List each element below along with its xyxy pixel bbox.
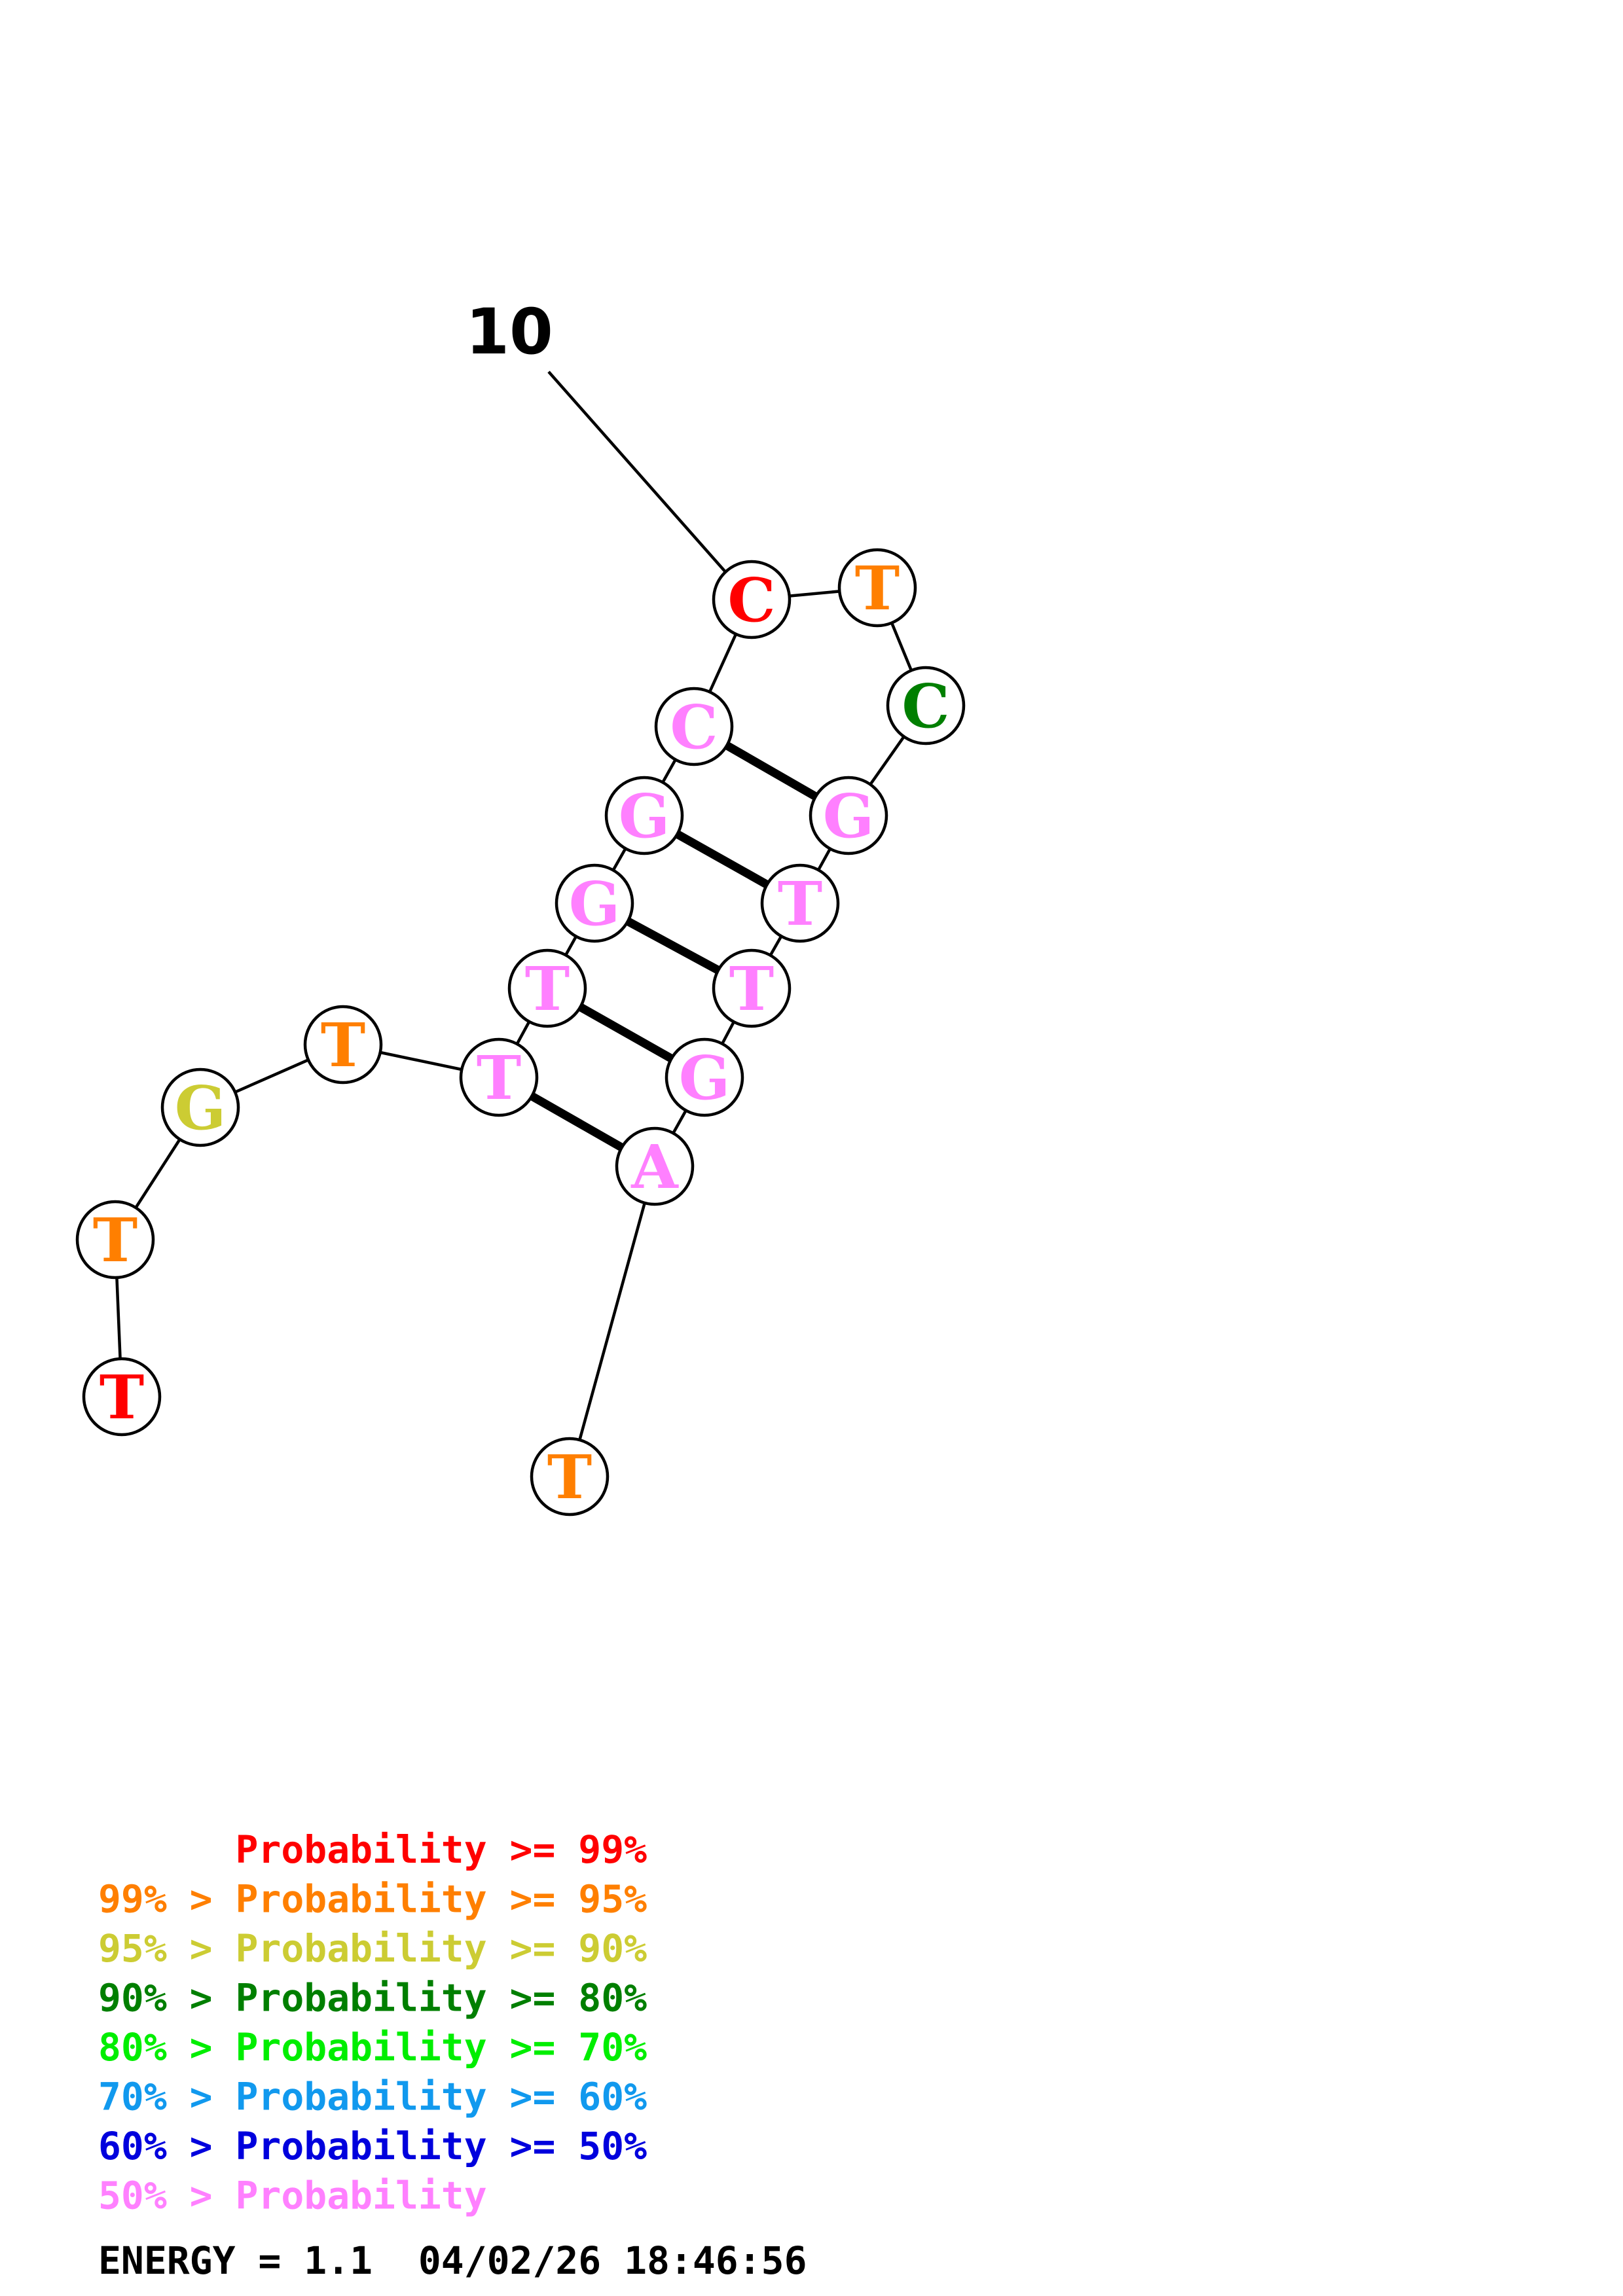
nucleotide-circle xyxy=(712,948,792,1028)
nucleotide-letter: G xyxy=(175,1073,227,1143)
base-pair-bond xyxy=(625,917,721,975)
nucleotide-circle xyxy=(615,1126,695,1206)
base-pair-bond xyxy=(530,1092,624,1151)
nucleotide-circle xyxy=(665,1037,744,1117)
nucleotide-node: G xyxy=(809,776,888,855)
backbone-links xyxy=(113,586,928,1477)
backbone-link xyxy=(568,1166,657,1477)
nucleotide-letter: C xyxy=(670,692,718,762)
nucleotide-letter: T xyxy=(100,1362,144,1433)
nucleotide-node: T xyxy=(530,1437,610,1516)
nucleotide-node: G xyxy=(160,1067,240,1147)
nucleotide-circle xyxy=(75,1200,155,1280)
nucleotide-circle xyxy=(712,560,792,639)
nucleotide-circle xyxy=(604,776,684,855)
probability-legend: Probability >= 99% 99% > Probability >= 9… xyxy=(98,1827,647,2218)
nucleotide-circle xyxy=(555,863,634,943)
nucleotide-node: G xyxy=(604,776,684,855)
nucleotide-node: T xyxy=(82,1357,162,1437)
legend-entry: 50% > Probability xyxy=(98,2174,487,2218)
nucleotide-letter: T xyxy=(855,553,900,624)
nucleotide-letter: T xyxy=(778,869,822,939)
position-marker-label: 10 xyxy=(465,295,553,368)
nucleotide-circle xyxy=(507,948,587,1028)
base-pair-bonds xyxy=(530,742,818,1151)
nucleotide-circle xyxy=(160,1067,240,1147)
legend-entry: 99% > Probability >= 95% xyxy=(98,1877,647,1922)
legend-entry: 60% > Probability >= 50% xyxy=(98,2124,647,2168)
nucleotide-letter: G xyxy=(569,869,621,939)
nucleotide-letter: C xyxy=(727,565,775,636)
legend-entry: Probability >= 99% xyxy=(98,1827,647,1872)
base-pair-bond xyxy=(725,742,818,800)
nucleotide-node: T xyxy=(712,948,792,1028)
nucleotide-letter: T xyxy=(321,1010,365,1081)
nucleotide-node: T xyxy=(459,1037,539,1117)
nucleotide-letter: T xyxy=(525,954,570,1024)
nucleotide-node: A xyxy=(615,1126,695,1206)
nucleotide-letter: A xyxy=(630,1132,679,1202)
nucleotide-letter: T xyxy=(729,954,774,1024)
base-pair-bond xyxy=(578,1003,674,1063)
nucleotide-node: G xyxy=(665,1037,744,1117)
nucleotide-circle xyxy=(809,776,888,855)
nucleotide-circle xyxy=(654,687,734,766)
legend-entry: 95% > Probability >= 90% xyxy=(98,1926,647,1971)
nucleotide-letter: C xyxy=(902,671,949,742)
nucleotide-circle xyxy=(837,548,917,628)
nucleotide-letter: G xyxy=(679,1043,731,1113)
nucleotide-letter: T xyxy=(547,1442,592,1513)
nucleotide-node: T xyxy=(75,1200,155,1280)
nucleotide-node: T xyxy=(507,948,587,1028)
nucleotide-circle xyxy=(82,1357,162,1437)
position-marker-line xyxy=(547,370,728,575)
nucleotide-circle xyxy=(530,1437,610,1516)
legend-entry: 90% > Probability >= 80% xyxy=(98,1976,647,2020)
nucleotide-node: C xyxy=(886,666,966,745)
nucleotide-circle xyxy=(303,1005,383,1085)
nucleotide-node: C xyxy=(654,687,734,766)
legend-entry: 70% > Probability >= 60% xyxy=(98,2075,647,2119)
nucleotide-letter: G xyxy=(619,781,670,852)
nucleotide-letter: T xyxy=(93,1205,137,1276)
nucleotide-circle xyxy=(886,666,966,745)
base-pair-bond xyxy=(675,830,769,889)
nucleotide-letter: T xyxy=(477,1043,521,1113)
nucleotide-node: T xyxy=(760,863,840,943)
nucleotide-circle xyxy=(459,1037,539,1117)
nucleotide-node: T xyxy=(303,1005,383,1085)
nucleotide-node: T xyxy=(837,548,917,628)
nucleotide-node: C xyxy=(712,560,792,639)
energy-readout: ENERGY = 1.1 04/02/26 18:46:56 xyxy=(98,2238,807,2283)
legend-entry: 80% > Probability >= 70% xyxy=(98,2025,647,2070)
nucleotide-letter: G xyxy=(823,781,875,852)
nucleotide-circle xyxy=(760,863,840,943)
nucleotide-node: G xyxy=(555,863,634,943)
